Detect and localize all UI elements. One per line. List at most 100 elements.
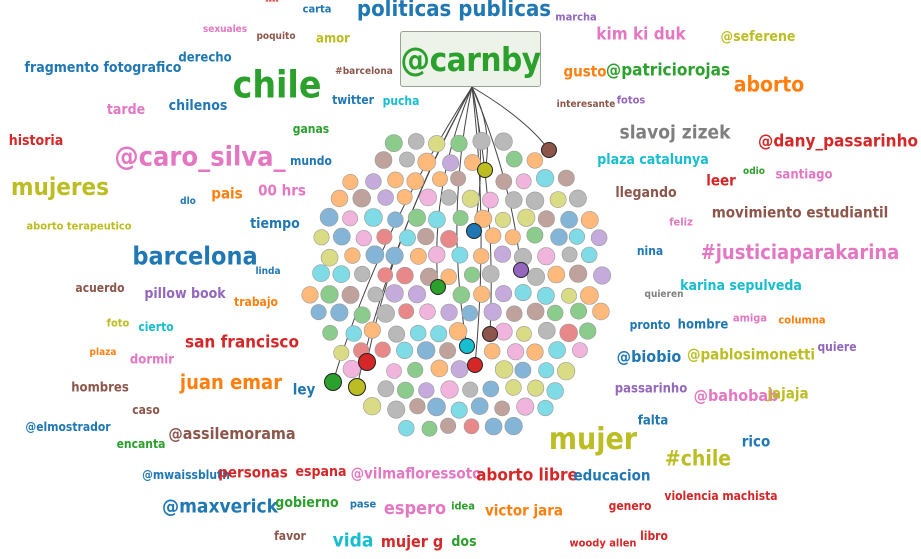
cloud-word[interactable]: genero [608, 499, 652, 513]
cloud-word[interactable]: chilenos [168, 98, 228, 114]
user-bubble[interactable] [570, 302, 588, 320]
user-bubble[interactable] [569, 189, 587, 208]
user-bubble[interactable] [363, 321, 381, 339]
cloud-word[interactable]: san francisco [184, 332, 300, 353]
user-bubble[interactable] [451, 246, 469, 264]
user-bubble[interactable] [484, 417, 503, 436]
cloud-word[interactable]: mujer g [380, 532, 444, 551]
cloud-word[interactable]: quiere [817, 340, 857, 354]
cloud-word[interactable]: @patriciorojas [605, 60, 731, 81]
user-bubble[interactable] [367, 286, 384, 303]
cloud-word[interactable]: slavoj zizek [619, 121, 731, 144]
cloud-word[interactable]: movimiento estudiantil [711, 203, 889, 222]
connected-user-bubble[interactable] [459, 338, 475, 354]
user-bubble[interactable] [450, 170, 466, 187]
user-bubble[interactable] [580, 211, 599, 229]
user-bubble[interactable] [377, 380, 395, 398]
cloud-word[interactable]: tiempo [250, 216, 300, 232]
user-bubble[interactable] [568, 228, 586, 245]
user-bubble[interactable] [448, 322, 468, 341]
user-bubble[interactable] [398, 420, 415, 437]
cloud-word[interactable]: espana [295, 464, 347, 480]
user-bubble[interactable] [516, 325, 532, 342]
cloud-word[interactable]: acuerdo [75, 281, 125, 295]
cloud-word[interactable]: mujer [548, 422, 638, 457]
user-bubble[interactable] [387, 211, 404, 228]
user-bubble[interactable] [592, 302, 610, 321]
user-bubble[interactable] [474, 209, 493, 228]
user-bubble[interactable] [374, 151, 393, 169]
user-bubble[interactable] [514, 361, 532, 379]
cloud-word[interactable]: rico [741, 432, 771, 451]
user-bubble[interactable] [342, 174, 359, 191]
user-bubble[interactable] [440, 189, 457, 206]
cloud-word[interactable]: dos [451, 534, 477, 550]
user-bubble[interactable] [484, 227, 502, 244]
user-bubble[interactable] [418, 382, 435, 399]
user-bubble[interactable] [452, 286, 470, 304]
focus-node[interactable]: @carnby [400, 31, 541, 87]
user-bubble[interactable] [377, 189, 394, 206]
user-bubble[interactable] [396, 341, 414, 360]
cloud-word[interactable]: plaza catalunya [597, 152, 709, 168]
cloud-word[interactable]: kim ki duk [596, 24, 686, 45]
cloud-word[interactable]: amor [316, 31, 350, 47]
user-bubble[interactable] [385, 246, 404, 265]
cloud-word[interactable]: sexuales [202, 24, 248, 35]
cloud-word[interactable]: foto [106, 316, 130, 330]
cloud-word[interactable]: @elmostrador [25, 420, 111, 434]
cloud-word[interactable]: pillow book [144, 286, 226, 302]
cloud-word[interactable]: columna [778, 313, 826, 327]
cloud-word[interactable]: hombre [677, 317, 729, 333]
cloud-word[interactable]: mundo [290, 154, 332, 168]
user-bubble[interactable] [428, 210, 446, 229]
cloud-word[interactable]: marcha [555, 10, 597, 24]
user-bubble[interactable] [419, 303, 436, 320]
user-bubble[interactable] [440, 303, 458, 321]
user-bubble[interactable] [482, 191, 499, 209]
user-bubble[interactable] [568, 264, 588, 283]
cloud-word[interactable]: pais [211, 184, 243, 203]
cloud-word[interactable]: educacion [573, 466, 651, 485]
cloud-word[interactable]: espero [383, 498, 447, 519]
user-bubble[interactable] [363, 397, 382, 416]
user-bubble[interactable] [579, 322, 597, 340]
user-bubble[interactable] [365, 245, 385, 265]
user-bubble[interactable] [450, 401, 468, 419]
user-bubble[interactable] [538, 362, 555, 379]
connected-user-bubble[interactable] [466, 223, 482, 239]
cloud-word[interactable]: karina sepulveda [680, 278, 802, 294]
user-bubble[interactable] [440, 417, 457, 434]
cloud-word[interactable]: gobierno [275, 495, 339, 511]
cloud-word[interactable]: twitter [332, 93, 374, 107]
cloud-word[interactable]: feliz [669, 215, 693, 229]
user-bubble[interactable] [495, 173, 513, 190]
user-bubble[interactable] [355, 230, 372, 247]
user-bubble[interactable] [463, 266, 480, 283]
user-bubble[interactable] [352, 189, 371, 208]
user-bubble[interactable] [399, 151, 415, 168]
user-bubble[interactable] [396, 266, 414, 285]
user-bubble[interactable] [410, 324, 427, 342]
connected-user-bubble[interactable] [482, 326, 498, 342]
user-bubble[interactable] [461, 189, 480, 208]
cloud-word[interactable]: vida [332, 529, 374, 552]
cloud-word[interactable]: cierto [138, 320, 174, 334]
user-bubble[interactable] [505, 379, 522, 396]
user-bubble[interactable] [535, 169, 555, 188]
user-bubble[interactable] [320, 285, 339, 304]
user-bubble[interactable] [450, 134, 468, 153]
user-bubble[interactable] [384, 134, 403, 153]
user-bubble[interactable] [417, 152, 437, 172]
user-bubble[interactable] [549, 191, 567, 209]
user-bubble[interactable] [301, 286, 319, 304]
cloud-word[interactable]: #barcelona [335, 66, 393, 77]
user-bubble[interactable] [354, 265, 371, 283]
user-bubble[interactable] [398, 303, 415, 320]
user-bubble[interactable] [442, 154, 460, 172]
cloud-word[interactable]: jajaja [767, 384, 809, 403]
cloud-word[interactable]: personas [218, 463, 288, 482]
user-bubble[interactable] [452, 210, 469, 226]
cloud-word[interactable]: tarde [106, 102, 146, 118]
user-bubble[interactable] [322, 324, 338, 341]
